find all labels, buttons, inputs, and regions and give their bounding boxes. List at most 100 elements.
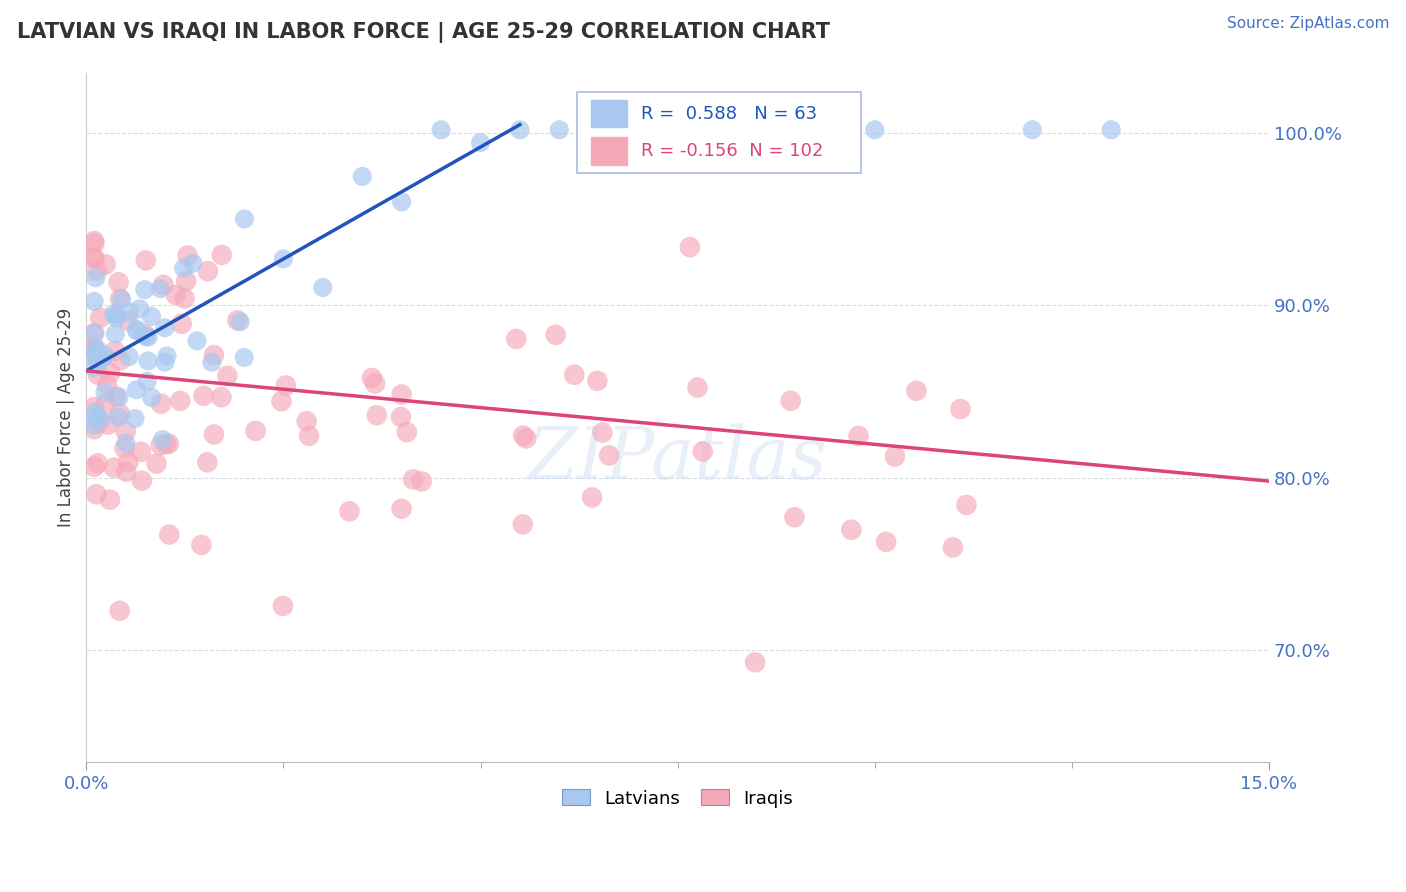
Point	[430, 123, 453, 137]
Point	[83, 294, 105, 309]
Point	[136, 354, 159, 368]
Point	[87, 368, 110, 382]
Point	[150, 397, 173, 411]
Point	[94, 385, 117, 400]
Point	[153, 320, 176, 334]
Point	[875, 534, 897, 549]
Point	[226, 313, 249, 327]
Point	[201, 355, 224, 369]
Point	[193, 389, 215, 403]
Point	[89, 412, 111, 426]
Point	[686, 380, 709, 394]
Point	[298, 429, 321, 443]
Point	[509, 123, 531, 137]
Point	[84, 409, 107, 424]
Point	[157, 527, 180, 541]
Point	[581, 491, 603, 505]
Point	[108, 292, 131, 306]
Point	[360, 371, 382, 385]
Point	[366, 408, 388, 422]
Point	[114, 442, 136, 456]
Point	[83, 459, 105, 474]
Point	[863, 123, 886, 137]
Point	[181, 256, 204, 270]
Y-axis label: In Labor Force | Age 25-29: In Labor Force | Age 25-29	[58, 308, 75, 527]
Point	[125, 322, 148, 336]
Point	[627, 123, 650, 137]
Point	[152, 433, 174, 447]
Point	[83, 422, 105, 436]
Point	[83, 326, 105, 341]
Point	[94, 257, 117, 271]
Point	[173, 292, 195, 306]
Point	[512, 428, 534, 442]
Point	[202, 348, 225, 362]
Point	[124, 411, 146, 425]
Point	[89, 310, 111, 325]
Point	[98, 366, 121, 380]
Point	[108, 407, 131, 421]
Point	[779, 393, 801, 408]
Point	[395, 425, 418, 439]
Point	[271, 599, 294, 613]
Point	[111, 293, 134, 307]
Text: R = -0.156  N = 102: R = -0.156 N = 102	[641, 142, 824, 160]
Point	[312, 280, 335, 294]
Point	[391, 194, 413, 209]
Point	[105, 310, 128, 325]
Point	[134, 327, 156, 342]
Point	[955, 498, 977, 512]
Point	[783, 510, 806, 524]
Point	[598, 449, 620, 463]
Point	[83, 343, 105, 358]
Point	[115, 436, 138, 450]
Point	[211, 248, 233, 262]
Point	[176, 248, 198, 262]
Point	[105, 308, 128, 322]
Point	[942, 541, 965, 555]
Point	[949, 402, 972, 417]
Point	[841, 523, 863, 537]
Point	[149, 282, 172, 296]
Point	[170, 317, 193, 331]
Point	[785, 123, 807, 137]
Point	[190, 538, 212, 552]
Point	[141, 310, 163, 324]
Point	[174, 274, 197, 288]
Point	[136, 375, 159, 389]
Point	[83, 252, 105, 266]
Point	[186, 334, 208, 348]
Point	[209, 390, 232, 404]
Point	[411, 475, 433, 489]
Point	[141, 391, 163, 405]
Point	[135, 253, 157, 268]
Text: ZIPatlas: ZIPatlas	[527, 424, 827, 494]
Point	[217, 368, 239, 383]
Point	[905, 384, 928, 398]
Point	[1021, 123, 1043, 137]
FancyBboxPatch shape	[592, 137, 627, 165]
Point	[94, 397, 117, 411]
Point	[270, 394, 292, 409]
Point	[117, 455, 139, 469]
Point	[135, 329, 157, 343]
Point	[173, 261, 195, 276]
Point	[117, 314, 139, 328]
Point	[108, 390, 131, 404]
Point	[83, 234, 105, 248]
Point	[87, 416, 110, 430]
Point	[233, 351, 256, 365]
Point	[125, 383, 148, 397]
Point	[107, 275, 129, 289]
Point	[692, 444, 714, 458]
FancyBboxPatch shape	[576, 92, 860, 173]
Point	[884, 450, 907, 464]
Point	[98, 492, 121, 507]
Point	[86, 487, 108, 501]
Point	[118, 350, 141, 364]
Point	[108, 353, 131, 368]
Point	[274, 378, 297, 392]
Point	[128, 301, 150, 316]
Point	[848, 429, 870, 443]
Point	[586, 374, 609, 388]
